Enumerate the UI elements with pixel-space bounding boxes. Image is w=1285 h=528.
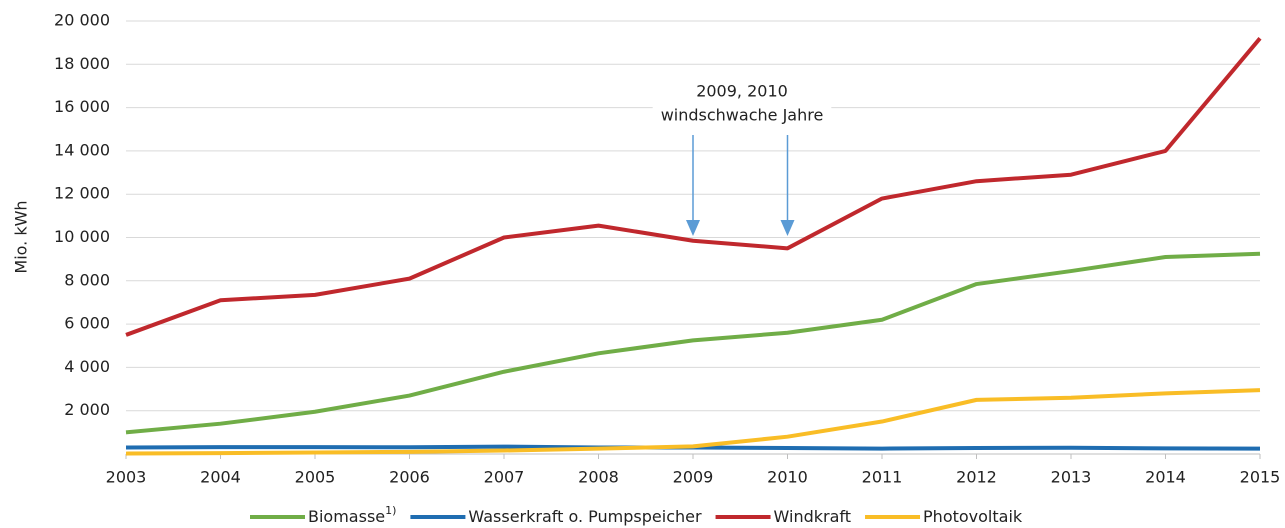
x-tick-label: 2011 [862, 468, 903, 487]
legend-name: Windkraft [774, 507, 851, 526]
x-tick-label: 2003 [106, 468, 147, 487]
legend-label: Windkraft [774, 507, 851, 526]
x-tick-label: 2007 [484, 468, 525, 487]
x-tick-label: 2005 [295, 468, 336, 487]
y-tick-label: 8 000 [64, 270, 110, 289]
legend-name: Biomasse [308, 507, 385, 526]
y-tick-label: 12 000 [54, 184, 110, 203]
y-tick-label: 4 000 [64, 357, 110, 376]
series-line [125, 37, 1262, 337]
x-tick-label: 2009 [673, 468, 714, 487]
legend-label: Biomasse1) [308, 504, 396, 526]
legend-name: Wasserkraft o. Pumpspeicher [468, 507, 702, 526]
annotation-arrowhead [686, 220, 700, 236]
x-tick-label: 2004 [200, 468, 241, 487]
x-tick-label: 2008 [578, 468, 619, 487]
legend-name: Photovoltaik [923, 507, 1023, 526]
legend-label: Wasserkraft o. Pumpspeicher [468, 507, 702, 526]
x-tick-label: 2010 [767, 468, 808, 487]
legend-label: Photovoltaik [923, 507, 1023, 526]
x-tick-label: 2006 [389, 468, 430, 487]
y-axis-label: Mio. kWh [12, 200, 31, 273]
annotation-text: windschwache Jahre [661, 106, 824, 125]
annotation-background [652, 78, 832, 130]
annotation-text: 2009, 2010 [696, 82, 788, 101]
y-tick-label: 18 000 [54, 54, 110, 73]
x-tick-label: 2013 [1051, 468, 1092, 487]
y-tick-label: 16 000 [54, 97, 110, 116]
series-line [125, 388, 1261, 456]
x-tick-label: 2015 [1240, 468, 1281, 487]
y-tick-label: 2 000 [64, 400, 110, 419]
y-tick-label: 20 000 [54, 11, 110, 30]
y-tick-label: 6 000 [64, 314, 110, 333]
annotation-arrowhead [780, 220, 795, 236]
x-tick-label: 2014 [1145, 468, 1186, 487]
legend-footnote: 1) [385, 504, 396, 517]
series-line [125, 251, 1261, 435]
y-tick-label: 10 000 [54, 227, 110, 246]
x-tick-label: 2012 [956, 468, 997, 487]
y-tick-label: 14 000 [54, 140, 110, 159]
